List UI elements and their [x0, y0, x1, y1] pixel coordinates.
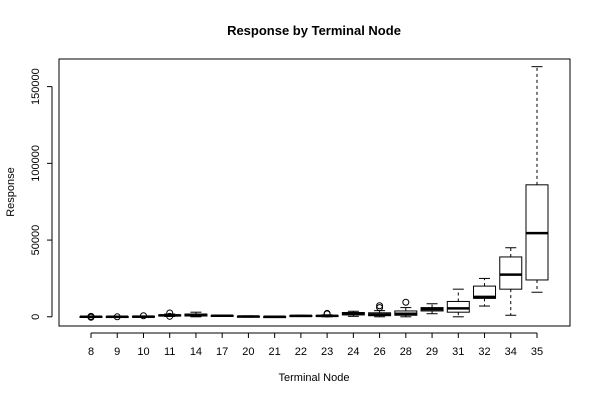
x-tick-label: 28	[400, 346, 412, 358]
outlier-point	[376, 302, 384, 310]
x-tick-label: 35	[531, 346, 543, 358]
y-tick-label: 150000	[30, 68, 42, 105]
x-tick-label: 34	[505, 346, 517, 358]
x-tick-label: 22	[295, 346, 307, 358]
outlier-point	[166, 312, 174, 320]
x-tick-label: 8	[88, 346, 94, 358]
outlier-point	[113, 313, 121, 321]
x-tick-label: 17	[216, 346, 228, 358]
box-iqr	[473, 285, 497, 299]
box-34	[499, 247, 523, 316]
y-tick-label: 50000	[30, 225, 42, 256]
box-14	[184, 311, 208, 318]
box-20	[236, 315, 260, 318]
x-tick-label: 26	[373, 346, 385, 358]
x-tick-label: 21	[269, 346, 281, 358]
box-29	[420, 303, 444, 315]
box-11	[158, 309, 182, 320]
box-iqr	[446, 300, 470, 313]
box-26	[368, 302, 392, 318]
box-iqr	[499, 256, 523, 290]
x-tick-label: 9	[114, 346, 120, 358]
x-tick-label: 20	[242, 346, 254, 358]
y-axis: 0 50000 100000 150000	[30, 68, 53, 320]
plot-frame	[58, 58, 571, 327]
y-tick-label: 100000	[30, 145, 42, 182]
x-tick-label: 23	[321, 346, 333, 358]
box-24	[341, 310, 365, 317]
box-10	[131, 312, 155, 320]
box-22	[289, 314, 313, 318]
outlier-point	[402, 298, 410, 306]
x-tick-label: 10	[137, 346, 149, 358]
box-23	[315, 309, 339, 318]
x-tick-label: 11	[164, 346, 175, 358]
outlier-point	[139, 312, 147, 320]
box-8	[79, 312, 103, 321]
x-tick-label: 32	[478, 346, 490, 358]
box-9	[105, 313, 129, 321]
box-35	[525, 66, 549, 293]
x-tick-label: 14	[190, 346, 202, 358]
x-tick-label: 31	[452, 346, 464, 358]
y-tick-label: 0	[30, 314, 42, 320]
y-axis-label: Response	[5, 167, 17, 217]
box-17	[210, 314, 234, 317]
outlier-point	[87, 312, 95, 320]
x-tick-label: 24	[347, 346, 359, 358]
box-28	[394, 298, 418, 318]
x-axis: 8 9 10 11 14 17 20 21 22 23 24 26 28 29 31 32 34 35	[88, 332, 543, 358]
outlier-point	[323, 309, 331, 317]
outlier-point	[166, 309, 174, 317]
box-21	[263, 315, 287, 319]
box-31	[446, 288, 470, 318]
x-tick-label: 29	[426, 346, 438, 358]
chart-title: Response by Terminal Node	[227, 23, 401, 38]
x-axis-label: Terminal Node	[279, 372, 350, 384]
outlier-point	[376, 304, 384, 312]
box-series	[79, 66, 549, 321]
box-32	[473, 277, 497, 307]
